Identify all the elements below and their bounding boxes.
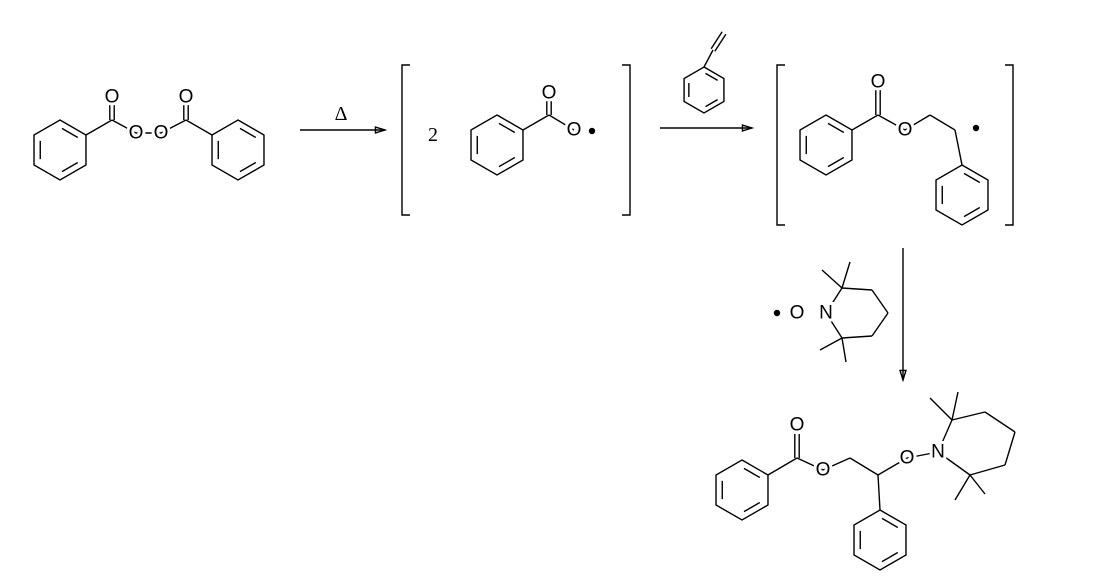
bond (821, 269, 843, 289)
atom-label: O (567, 120, 582, 141)
aromatic-bond (963, 206, 981, 218)
bond (767, 457, 798, 476)
radical-dot (588, 127, 596, 135)
benzene-ring (33, 119, 87, 181)
atom-label: O (105, 87, 120, 108)
bond (877, 114, 906, 131)
bond (954, 474, 971, 501)
bond (851, 114, 879, 131)
aromatic-bond (705, 72, 718, 81)
benzene-ring (799, 114, 853, 176)
bond (904, 114, 931, 131)
condition: Δ (335, 103, 348, 125)
atom-label: O (179, 87, 194, 108)
bond (522, 114, 550, 131)
arrow-head (899, 369, 907, 383)
bracket (401, 64, 410, 216)
atom-label: O (816, 460, 831, 481)
arrow-head (374, 126, 388, 134)
aromatic-bond (498, 122, 516, 134)
benzene-ring (211, 119, 265, 181)
bond (160, 119, 187, 134)
aromatic-bond (743, 467, 761, 479)
bond (954, 129, 963, 166)
aromatic-bond (743, 501, 761, 513)
atom-label: O (154, 123, 169, 144)
double-bond (714, 33, 727, 52)
bond (951, 391, 959, 421)
bond (703, 49, 714, 68)
bond (185, 119, 213, 136)
bond (825, 312, 843, 339)
bond (937, 451, 971, 476)
aromatic-bond (827, 156, 845, 168)
atom-label: O (790, 415, 805, 436)
bond (841, 337, 847, 363)
bond (841, 335, 873, 339)
bond (877, 457, 908, 476)
bond (548, 114, 575, 131)
radical-dot (972, 124, 980, 132)
atom-label: O (871, 72, 886, 93)
aromatic-bond (963, 172, 981, 184)
atom-label: O (898, 120, 913, 141)
benzene-ring (470, 114, 524, 176)
bond (111, 119, 137, 134)
radical-dot (773, 309, 781, 317)
bond (841, 287, 873, 291)
aromatic-bond (61, 161, 79, 173)
benzene-ring (683, 66, 725, 114)
atom-label: N (931, 442, 945, 463)
bond (929, 397, 953, 421)
bond (969, 464, 1006, 476)
aromatic-bond (827, 122, 845, 134)
arrow-head (741, 124, 755, 132)
labels: O O O O Δ 2 O O O O O N O O O N (102, 69, 948, 484)
bond (871, 289, 889, 314)
aromatic-bond (498, 156, 516, 168)
bond (825, 287, 843, 314)
aromatic-bond (705, 99, 718, 108)
bond (871, 312, 889, 337)
bond (85, 119, 113, 136)
bracket (776, 64, 785, 226)
aromatic-bond (881, 551, 899, 563)
bond (1004, 431, 1016, 466)
aromatic-bond (61, 127, 79, 139)
coefficient: 2 (428, 124, 438, 146)
aromatic-bond (239, 127, 257, 139)
bracket (1005, 64, 1014, 226)
bond (796, 457, 824, 471)
bond (822, 457, 851, 471)
benzene-ring (935, 164, 989, 226)
atom-label: O (542, 83, 557, 104)
atom-label: O (900, 448, 915, 469)
benzene-ring (715, 459, 769, 521)
bracket (622, 64, 631, 216)
atom-label: O (790, 303, 805, 324)
bond (849, 457, 879, 476)
atom-label: O (129, 123, 144, 144)
bond (906, 451, 939, 459)
bond (877, 474, 881, 511)
aromatic-bond (881, 517, 899, 529)
benzene-ring (853, 509, 907, 571)
double-bond (710, 31, 723, 50)
bond (841, 261, 851, 289)
bond (819, 337, 843, 351)
atom-label: N (819, 303, 833, 324)
bond (969, 474, 986, 495)
bond (937, 419, 953, 453)
bond (951, 411, 986, 421)
aromatic-bond (239, 161, 257, 173)
bond (984, 411, 1016, 433)
bonds (33, 31, 1016, 571)
bond (929, 114, 956, 131)
